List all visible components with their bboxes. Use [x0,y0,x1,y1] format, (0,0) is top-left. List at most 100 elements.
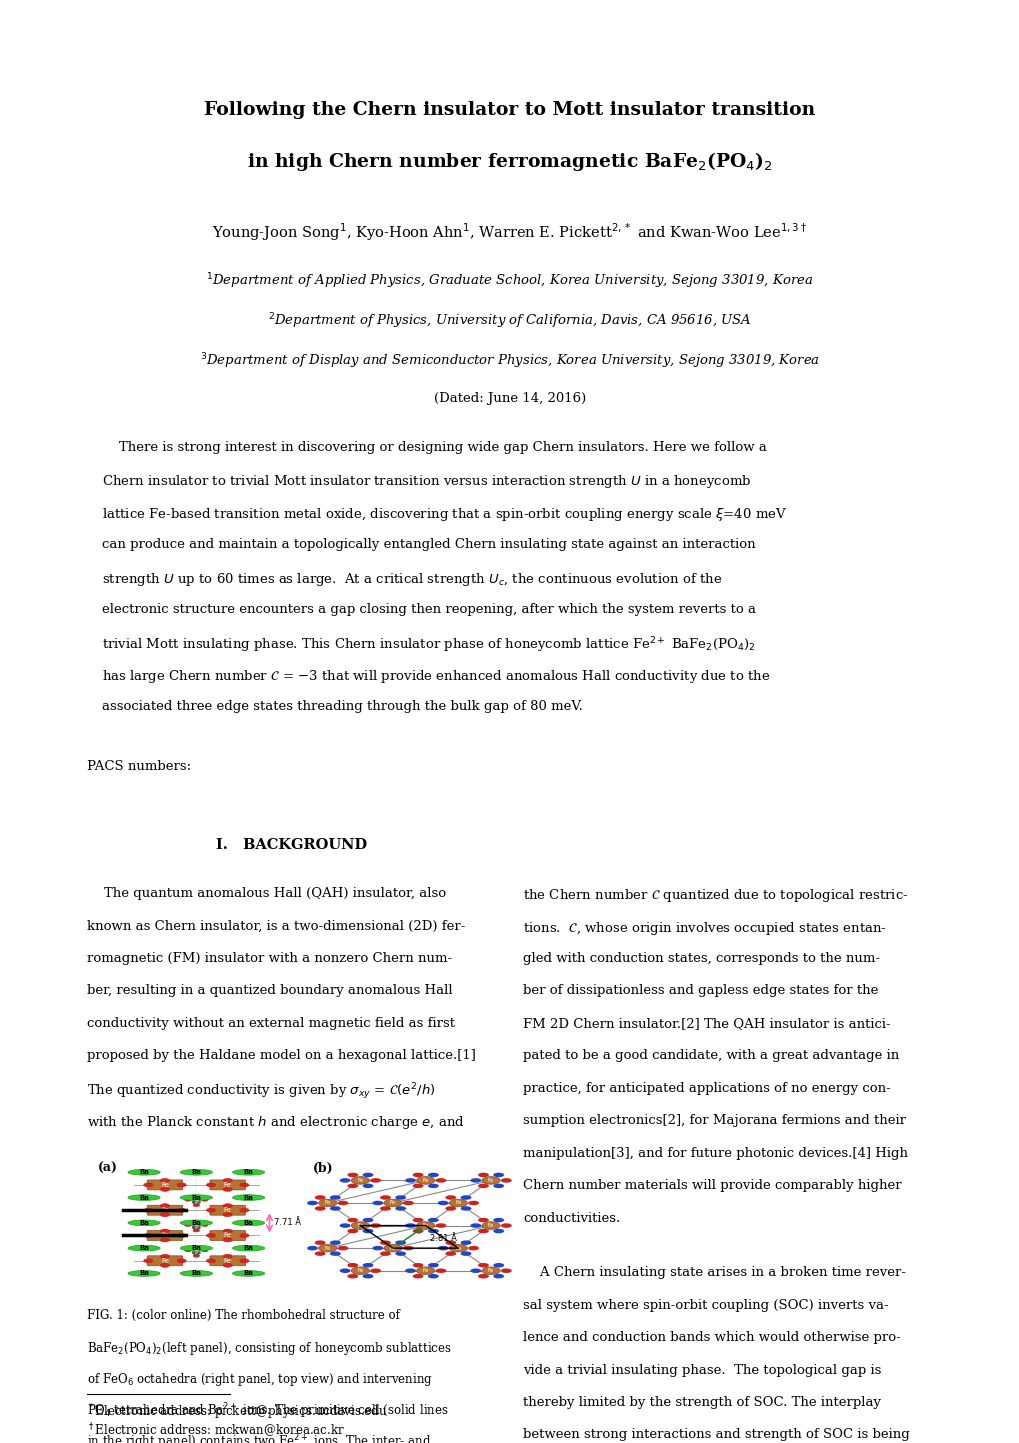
Circle shape [380,1241,390,1245]
Text: associated three edge states threading through the bulk gap of 80 meV.: associated three edge states threading t… [102,700,582,713]
Circle shape [177,1208,186,1212]
Circle shape [193,1201,200,1203]
Text: Fe: Fe [161,1258,169,1264]
Text: in the right panel) contains two Fe$^{2+}$ ions. The inter- and: in the right panel) contains two Fe$^{2+… [87,1433,431,1443]
Circle shape [223,1263,232,1267]
Circle shape [339,1177,351,1183]
Text: There is strong interest in discovering or designing wide gap Chern insulators. : There is strong interest in discovering … [102,442,766,455]
Circle shape [370,1268,381,1273]
Text: pated to be a good candidate, with a great advantage in: pated to be a good candidate, with a gre… [523,1049,899,1062]
Text: Ba: Ba [192,1270,201,1277]
Text: The quantum anomalous Hall (QAH) insulator, also: The quantum anomalous Hall (QAH) insulat… [87,887,445,900]
Text: the Chern number $\mathcal{C}$ quantized due to topological restric-: the Chern number $\mathcal{C}$ quantized… [523,887,908,905]
Text: Ba: Ba [139,1169,149,1175]
Text: Fe: Fe [223,1232,231,1238]
Text: Ba: Ba [244,1195,254,1201]
Text: PO$_4$ tetrahedra and Ba$^{2+}$ ions. The primitive cell (solid lines: PO$_4$ tetrahedra and Ba$^{2+}$ ions. Th… [87,1401,448,1421]
Text: conductivities.: conductivities. [523,1212,620,1225]
Text: The quantized conductivity is given by $\sigma_{xy}$ = $\mathcal{C}(e^2/h)$: The quantized conductivity is given by $… [87,1082,435,1102]
Circle shape [448,1199,467,1206]
Circle shape [347,1229,358,1234]
Circle shape [337,1245,348,1251]
Circle shape [329,1241,340,1245]
Ellipse shape [127,1271,160,1276]
Circle shape [428,1173,438,1177]
Text: Fe: Fe [454,1245,461,1251]
Circle shape [362,1263,373,1267]
Circle shape [493,1229,503,1234]
Circle shape [193,1225,200,1229]
Circle shape [201,1224,208,1227]
Circle shape [405,1224,416,1228]
Text: 7.71 Å: 7.71 Å [273,1218,301,1228]
Ellipse shape [180,1169,212,1175]
Circle shape [160,1229,169,1232]
Text: Fe: Fe [389,1201,395,1205]
Circle shape [461,1241,471,1245]
Text: romagnetic (FM) insulator with a nonzero Chern num-: romagnetic (FM) insulator with a nonzero… [87,952,451,965]
Text: Fe: Fe [487,1224,493,1228]
Circle shape [383,1199,401,1206]
Text: P: P [195,1199,198,1205]
Circle shape [144,1258,153,1263]
Circle shape [337,1201,348,1205]
Circle shape [347,1274,358,1278]
Text: Fe: Fe [454,1201,461,1205]
Circle shape [351,1222,369,1229]
Circle shape [193,1229,200,1232]
Circle shape [184,1198,192,1201]
Circle shape [223,1238,232,1242]
Text: vide a trivial insulating phase.  The topological gap is: vide a trivial insulating phase. The top… [523,1364,880,1377]
Text: ber of dissipationless and gapless edge states for the: ber of dissipationless and gapless edge … [523,984,877,997]
Circle shape [481,1222,499,1229]
Circle shape [435,1177,446,1183]
Circle shape [160,1203,169,1208]
FancyBboxPatch shape [210,1180,246,1190]
Text: practice, for anticipated applications of no energy con-: practice, for anticipated applications o… [523,1082,891,1095]
Text: Ba: Ba [192,1169,201,1175]
Circle shape [435,1224,446,1228]
Circle shape [307,1201,318,1205]
Circle shape [435,1268,446,1273]
Circle shape [445,1206,455,1211]
Text: can produce and maintain a topologically entangled Chern insulating state agains: can produce and maintain a topologically… [102,538,755,551]
Circle shape [470,1177,481,1183]
Circle shape [314,1251,325,1255]
Circle shape [329,1206,340,1211]
Circle shape [370,1224,381,1228]
Circle shape [177,1234,186,1238]
Text: tions.  $\mathcal{C}$, whose origin involves occupied states entan-: tions. $\mathcal{C}$, whose origin invol… [523,919,887,937]
Circle shape [347,1263,358,1267]
Circle shape [223,1203,232,1208]
Text: Ba: Ba [139,1270,149,1277]
Circle shape [177,1183,186,1188]
Text: Fe: Fe [357,1177,363,1183]
Circle shape [500,1177,512,1183]
FancyBboxPatch shape [210,1255,246,1266]
Text: Young-Joon Song$^1$, Kyo-Hoon Ahn$^1$, Warren E. Pickett$^{2,*}$ and Kwan-Woo Le: Young-Joon Song$^1$, Kyo-Hoon Ahn$^1$, W… [212,222,807,244]
Circle shape [468,1245,479,1251]
Text: Fe: Fe [161,1208,169,1214]
Circle shape [413,1218,423,1222]
Circle shape [493,1263,503,1267]
Text: P: P [195,1250,198,1255]
Text: FIG. 1: (color online) The rhombohedral structure of: FIG. 1: (color online) The rhombohedral … [87,1309,399,1322]
Circle shape [380,1251,390,1255]
Circle shape [339,1268,351,1273]
Circle shape [493,1274,503,1278]
Circle shape [318,1244,336,1253]
Circle shape [314,1195,325,1199]
Text: Following the Chern insulator to Mott insulator transition: Following the Chern insulator to Mott in… [204,101,815,118]
Circle shape [478,1263,488,1267]
Circle shape [478,1229,488,1234]
Circle shape [223,1229,232,1232]
Circle shape [428,1274,438,1278]
Text: Fe: Fe [357,1224,363,1228]
Text: $^1$Department of Applied Physics, Graduate School, Korea University, Sejong 330: $^1$Department of Applied Physics, Gradu… [206,271,813,290]
Circle shape [493,1218,503,1222]
Circle shape [437,1245,448,1251]
Circle shape [394,1195,406,1199]
Text: sumption electronics[2], for Majorana fermions and their: sumption electronics[2], for Majorana fe… [523,1114,905,1127]
Circle shape [362,1218,373,1222]
Circle shape [478,1173,488,1177]
